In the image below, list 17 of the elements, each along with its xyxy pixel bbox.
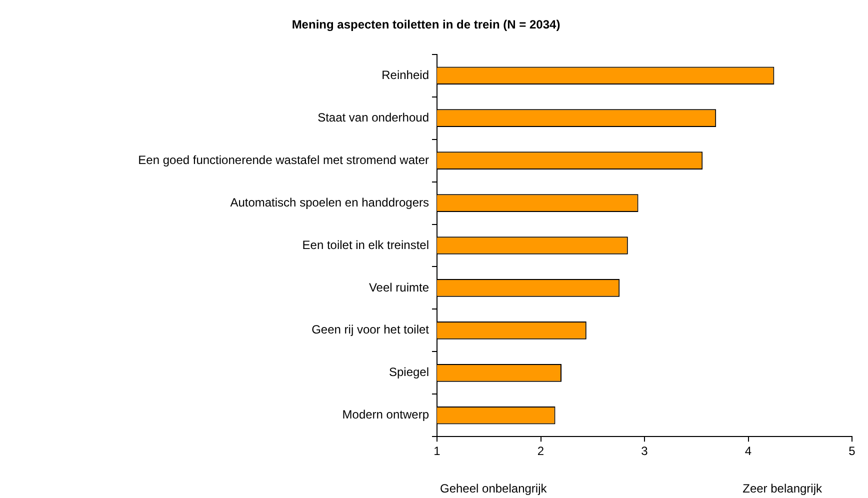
x-tick-label: 3 xyxy=(641,444,648,458)
y-tick-label: Geen rij voor het toilet xyxy=(312,322,430,337)
x-tick-label: 1 xyxy=(434,444,441,458)
y-tick-label: Veel ruimte xyxy=(368,280,430,294)
y-tick-label: Spiegel xyxy=(388,365,429,380)
x-tick-label: 2 xyxy=(537,444,544,458)
text: Zeer belangrijk xyxy=(742,481,823,496)
x-tick-label: 4 xyxy=(744,444,752,458)
y-tick-label: Een goed functionerende wastafel met stromend water xyxy=(138,152,429,167)
y-tick-label: Staat van onderhoud xyxy=(318,110,429,124)
y-tick-label: Modern ontwerp xyxy=(342,408,430,422)
x-tick-label: 5 xyxy=(848,444,856,458)
y-tick-label: Automatisch spoelen en handdrogers xyxy=(230,195,429,210)
text: Geheel onbelangrijk xyxy=(440,481,548,496)
y-tick-label: Reinheid xyxy=(382,68,429,82)
chart-title: Mening aspecten toiletten in de trein (N = 2034) xyxy=(292,18,560,32)
y-tick-label: Een toilet in elk treinstel xyxy=(302,238,429,252)
